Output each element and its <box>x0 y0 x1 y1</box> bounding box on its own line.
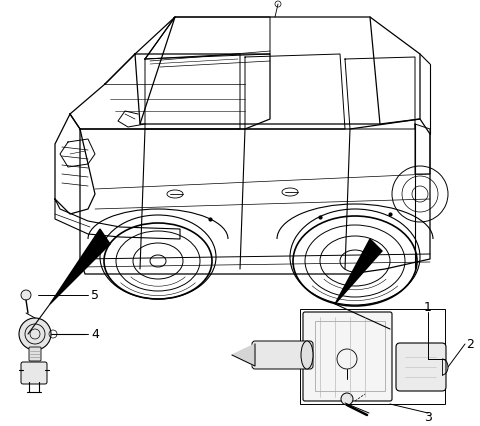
Text: 5: 5 <box>91 289 99 302</box>
FancyBboxPatch shape <box>396 343 446 391</box>
FancyBboxPatch shape <box>29 347 41 361</box>
Text: 2: 2 <box>466 338 474 351</box>
Polygon shape <box>232 344 255 366</box>
Text: 3: 3 <box>424 411 432 423</box>
Bar <box>300 309 445 404</box>
Polygon shape <box>335 239 382 304</box>
Text: 1: 1 <box>424 301 432 314</box>
FancyBboxPatch shape <box>303 312 392 401</box>
Text: 4: 4 <box>91 328 99 341</box>
FancyBboxPatch shape <box>21 362 47 384</box>
Circle shape <box>341 393 353 405</box>
Circle shape <box>21 290 31 300</box>
Bar <box>315 321 385 391</box>
Polygon shape <box>50 230 110 304</box>
Circle shape <box>19 318 51 350</box>
FancyBboxPatch shape <box>252 341 313 369</box>
Ellipse shape <box>301 341 313 369</box>
